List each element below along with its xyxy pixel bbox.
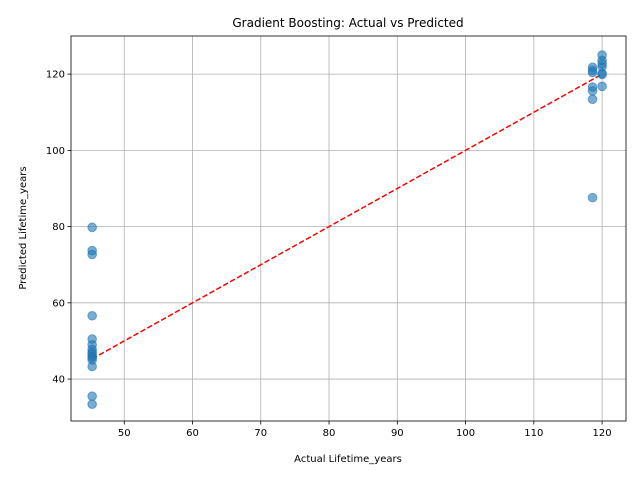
data-point	[87, 249, 97, 260]
points-layer	[87, 50, 607, 410]
x-tick-label: 80	[323, 428, 336, 439]
x-axis-label: Actual Lifetime_years	[294, 454, 402, 465]
y-tick-label: 40	[52, 375, 65, 386]
x-tick-label: 60	[186, 428, 199, 439]
data-point	[87, 361, 97, 372]
y-axis-label: Predicted Lifetime_years	[18, 166, 29, 289]
chart-title: Gradient Boosting: Actual vs Predicted	[232, 16, 463, 30]
y-axis: 40 60 80 100 120	[46, 70, 71, 386]
y-tick-label: 60	[52, 298, 65, 309]
y-tick-label: 120	[46, 70, 65, 81]
x-tick-label: 50	[118, 428, 131, 439]
data-point	[597, 81, 607, 92]
y-tick-label: 100	[46, 146, 65, 157]
data-point	[87, 399, 97, 410]
grid	[71, 36, 626, 421]
reference-line	[91, 73, 603, 360]
data-point	[587, 94, 598, 105]
data-point	[587, 86, 598, 96]
axes-frame	[70, 35, 627, 422]
data-point	[87, 222, 97, 233]
data-point	[587, 67, 598, 78]
reference-line-layer	[91, 73, 603, 360]
x-tick-label: 120	[593, 428, 612, 439]
x-axis: 50 60 70 80 90 100 110 120	[118, 421, 612, 439]
data-point	[597, 69, 607, 80]
data-point	[587, 192, 598, 203]
data-point	[87, 310, 97, 321]
x-tick-label: 110	[524, 428, 543, 439]
x-tick-label: 100	[456, 428, 475, 439]
y-tick-label: 80	[52, 222, 65, 233]
x-tick-label: 70	[254, 428, 267, 439]
data-point	[87, 391, 97, 402]
x-tick-label: 90	[391, 428, 404, 439]
